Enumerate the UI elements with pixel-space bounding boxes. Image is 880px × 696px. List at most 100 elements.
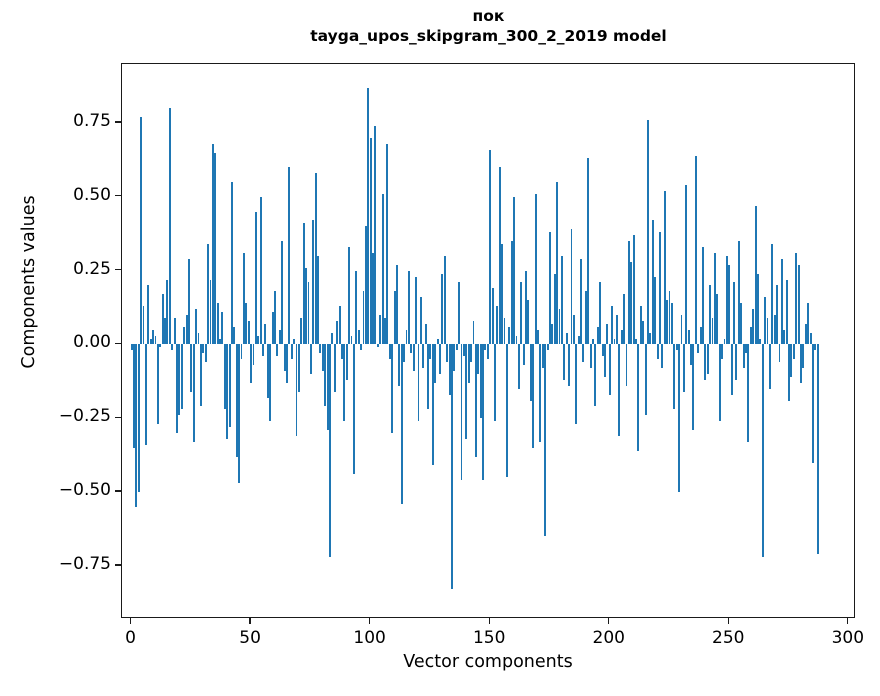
bar [130, 344, 133, 351]
bar [388, 344, 391, 360]
bar [381, 193, 384, 345]
bar [494, 344, 496, 422]
bar [166, 279, 169, 345]
bar [503, 317, 506, 345]
bar [771, 244, 774, 345]
bar [398, 344, 401, 386]
bar [415, 276, 418, 345]
bar [214, 152, 217, 345]
bar [713, 252, 716, 345]
bar [661, 344, 664, 369]
x-tick-mark [488, 618, 490, 624]
bar [149, 338, 152, 345]
bar [534, 193, 537, 345]
bar [606, 323, 609, 345]
bar [773, 314, 776, 345]
bar [431, 344, 434, 466]
chart-title-line-2: tayga_upos_skipgram_300_2_2019 model [310, 27, 667, 45]
bar [319, 344, 322, 354]
bar [666, 300, 669, 345]
bar [288, 167, 291, 345]
bar [618, 344, 621, 436]
chart-title: пок tayga_upos_skipgram_300_2_2019 model [121, 6, 856, 46]
bar [207, 244, 210, 345]
bar [702, 247, 704, 345]
bar [721, 344, 724, 360]
bar [278, 329, 281, 345]
bar [733, 282, 735, 345]
y-tick-label: −0.25 [58, 406, 111, 427]
bar [740, 303, 743, 345]
bar [144, 344, 147, 445]
bar [608, 344, 611, 395]
bar [670, 303, 673, 345]
bar [302, 223, 305, 345]
bar [572, 314, 575, 345]
bar [187, 258, 190, 345]
bar [599, 282, 602, 345]
bar [663, 190, 666, 345]
bar [460, 344, 463, 481]
bar [776, 285, 779, 345]
bar [348, 247, 351, 345]
bar [312, 220, 315, 345]
bar [546, 344, 549, 351]
bar [374, 125, 377, 345]
bar [694, 155, 697, 345]
bar [556, 182, 559, 345]
bar [766, 317, 769, 345]
y-tick-label: 0.50 [73, 184, 111, 205]
bar [395, 264, 398, 345]
bar [728, 264, 731, 345]
bar [651, 220, 654, 345]
bar [525, 270, 527, 345]
bar [627, 241, 630, 345]
bar [407, 270, 410, 345]
bar [235, 344, 238, 457]
bar [687, 329, 690, 345]
bar [453, 344, 456, 371]
x-tick-label: 0 [125, 628, 136, 648]
x-tick-label: 200 [592, 628, 625, 648]
bar [780, 258, 783, 345]
bar [419, 297, 422, 345]
bar [592, 338, 594, 345]
y-tick-mark [115, 342, 121, 345]
bar-series [122, 64, 854, 617]
bar [649, 332, 652, 345]
x-tick-label: 300 [831, 628, 865, 648]
bar [501, 244, 504, 345]
bar [336, 320, 339, 345]
bar [216, 303, 219, 345]
x-tick-mark [249, 618, 251, 624]
chart-title-line-1: пок [472, 7, 505, 25]
bar [474, 344, 477, 457]
bar [479, 344, 482, 419]
bar [341, 344, 343, 360]
bar [647, 120, 649, 345]
bar [754, 205, 757, 345]
bar [197, 332, 200, 345]
bar [527, 300, 530, 345]
bar [783, 329, 786, 345]
y-tick-label: 0.25 [73, 258, 111, 279]
bar [737, 241, 740, 345]
bar [364, 226, 367, 345]
bar [785, 279, 788, 345]
bar [367, 87, 370, 345]
bar [384, 317, 386, 345]
bar [630, 261, 633, 345]
bar [749, 326, 752, 345]
bar [140, 117, 143, 345]
bar [247, 320, 250, 345]
bar [410, 344, 413, 354]
bar [443, 255, 446, 345]
bar [297, 344, 300, 392]
bar [168, 108, 171, 345]
bar [152, 329, 155, 345]
bar [558, 309, 561, 345]
x-tick-mark [129, 618, 132, 624]
bar [644, 344, 647, 416]
bar [221, 311, 224, 345]
bar [240, 344, 243, 360]
